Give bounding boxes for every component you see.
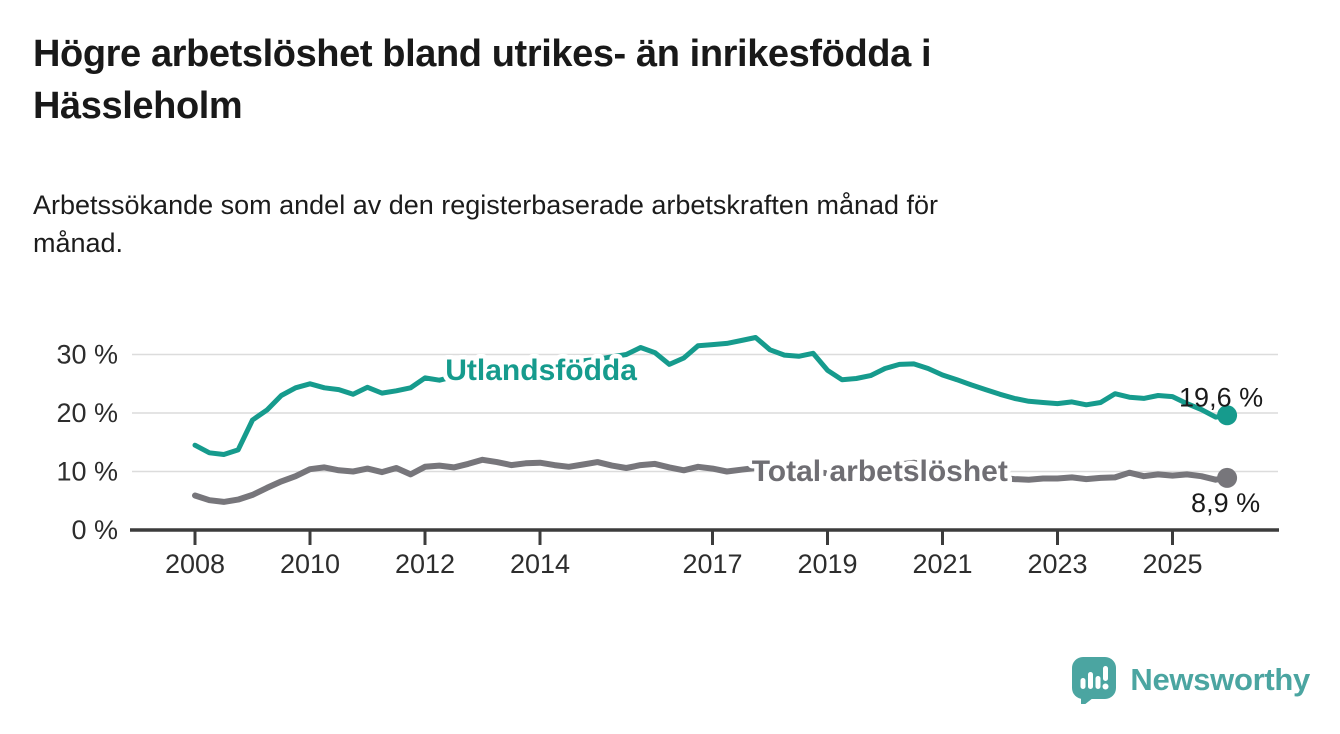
series-line-utlandsf-dda — [192, 335, 1230, 457]
chart-subtitle: Arbetssökande som andel av den registerb… — [33, 190, 939, 259]
end-value-label-total-arbetsl-shet: 8,9 % — [1191, 488, 1260, 518]
brand-logo: Newsworthy — [1071, 656, 1310, 704]
x-axis-label: 2017 — [682, 549, 742, 579]
y-axis-label: 0 % — [71, 515, 118, 545]
brand-name: Newsworthy — [1130, 662, 1310, 697]
newsworthy-icon — [1072, 657, 1117, 704]
end-dot-total-arbetsl-shet — [1217, 467, 1238, 488]
x-axis-label: 2010 — [280, 549, 340, 579]
series-label-utlandsf-dda: Utlandsfödda — [445, 354, 637, 387]
end-dot-utlandsf-dda — [1217, 405, 1238, 426]
series-line-total-arbetsl-shet — [192, 456, 1231, 505]
series-label-total-arbetsl-shet: Total arbetslöshet — [752, 455, 1008, 488]
x-axis-label: 2023 — [1027, 549, 1087, 579]
x-axis-label: 2014 — [510, 549, 570, 579]
page-title: Högre arbetslöshet bland utrikes- än inr… — [33, 33, 932, 128]
x-axis-label: 2019 — [797, 549, 857, 579]
x-axis-label: 2025 — [1142, 549, 1202, 579]
end-value-label-utlandsf-dda: 19,6 % — [1179, 382, 1263, 412]
y-axis-label: 30 % — [56, 340, 118, 370]
x-axis-label: 2012 — [395, 549, 455, 579]
x-axis-label: 2008 — [165, 549, 225, 579]
y-axis-label: 20 % — [56, 398, 118, 428]
y-axis-label: 10 % — [56, 457, 118, 487]
x-axis-label: 2021 — [912, 549, 972, 579]
